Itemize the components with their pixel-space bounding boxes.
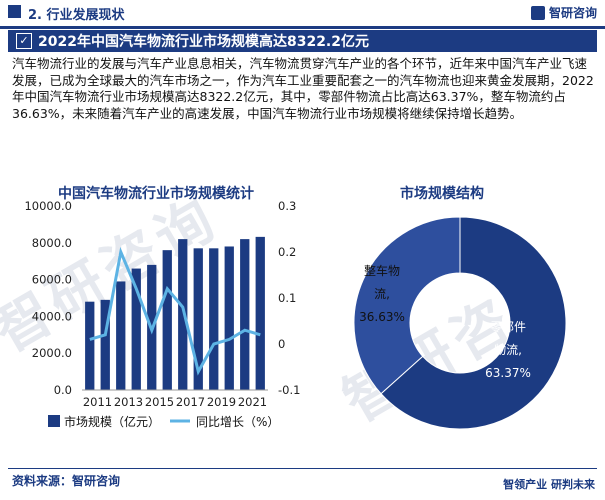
y2-tick-label: 0.2 [278,245,296,259]
slice-label-line: 流, [374,287,390,301]
bar [100,299,110,390]
slice-label-line: 63.37% [485,366,531,380]
donut-slice [380,216,567,430]
slice-label-line: 36.63% [359,310,405,324]
legend-label: 市场规模（亿元） [64,414,160,429]
x-tick-label: 2015 [145,395,174,409]
x-tick-label: 2013 [114,395,143,409]
x-tick-label: 2011 [83,395,112,409]
legend-label: 同比增长（%） [196,415,279,429]
footer-divider [8,468,597,469]
logo-icon [530,5,545,20]
bar-chart-title: 中国汽车物流行业市场规模统计 [58,186,254,202]
bar [85,301,95,390]
donut-chart-title: 市场规模结构 [400,186,484,202]
bar-line-chart: 0.0 2000.0 4000.0 6000.0 8000.0 10000.0 -0.1 0 0… [24,199,300,429]
bar [178,239,188,390]
donut-chart: 整车物流, 36.63% 零部件物流, 63.37% [353,216,567,430]
y2-tick-label: 0.3 [278,199,296,213]
bar [240,239,250,390]
y2-tick-label: 0.1 [278,291,296,305]
check-icon: ✓ [16,33,32,49]
banner: ✓ 2022年中国汽车物流行业市场规模高达8322.2亿元 [8,30,597,52]
bar [131,268,141,390]
logo: 智研咨询 [530,4,597,21]
x-tick-label: 2021 [238,395,267,409]
bar [162,250,172,390]
x-tick-label: 2017 [176,395,205,409]
banner-title: 2022年中国汽车物流行业市场规模高达8322.2亿元 [38,34,369,50]
section-bullet-icon [8,5,21,18]
growth-line [89,246,261,376]
y-tick-label: 0.0 [54,383,72,397]
logo-text: 智研咨询 [548,6,597,20]
source-text: 资料来源：智研咨询 [12,474,121,488]
donut-slice [353,216,461,395]
y-tick-label: 2000.0 [32,346,72,360]
slice-label: 零部件物流, 63.37% [485,319,531,380]
slice-label-line: 零部件 [490,319,526,334]
slice-label-line: 物流, [494,343,522,357]
bar [209,248,219,390]
slogan-text: 智领产业 研判未来 [503,478,595,491]
y2-tick-label: -0.1 [278,383,300,397]
y-tick-label: 10000.0 [24,199,72,213]
x-tick-label: 2019 [207,395,236,409]
slice-label: 整车物流, 36.63% [359,263,405,324]
y2-tick-label: 0 [278,337,285,351]
description-paragraph: 汽车物流行业的发展与汽车产业息息相关，汽车物流贯穿汽车产业的各个环节，近年来中国… [12,56,594,121]
top-bar: 2. 行业发展现状 智研咨询 [0,0,605,29]
slice-label-line: 整车物 [364,263,400,278]
bar [116,281,126,390]
legend-bar-swatch [48,415,60,427]
bar [255,236,265,390]
y-tick-label: 4000.0 [32,309,72,323]
section-title: 2. 行业发展现状 [28,8,125,23]
y-tick-label: 8000.0 [32,236,72,250]
bar [224,246,234,390]
bar [193,248,203,390]
y-tick-label: 6000.0 [32,273,72,287]
